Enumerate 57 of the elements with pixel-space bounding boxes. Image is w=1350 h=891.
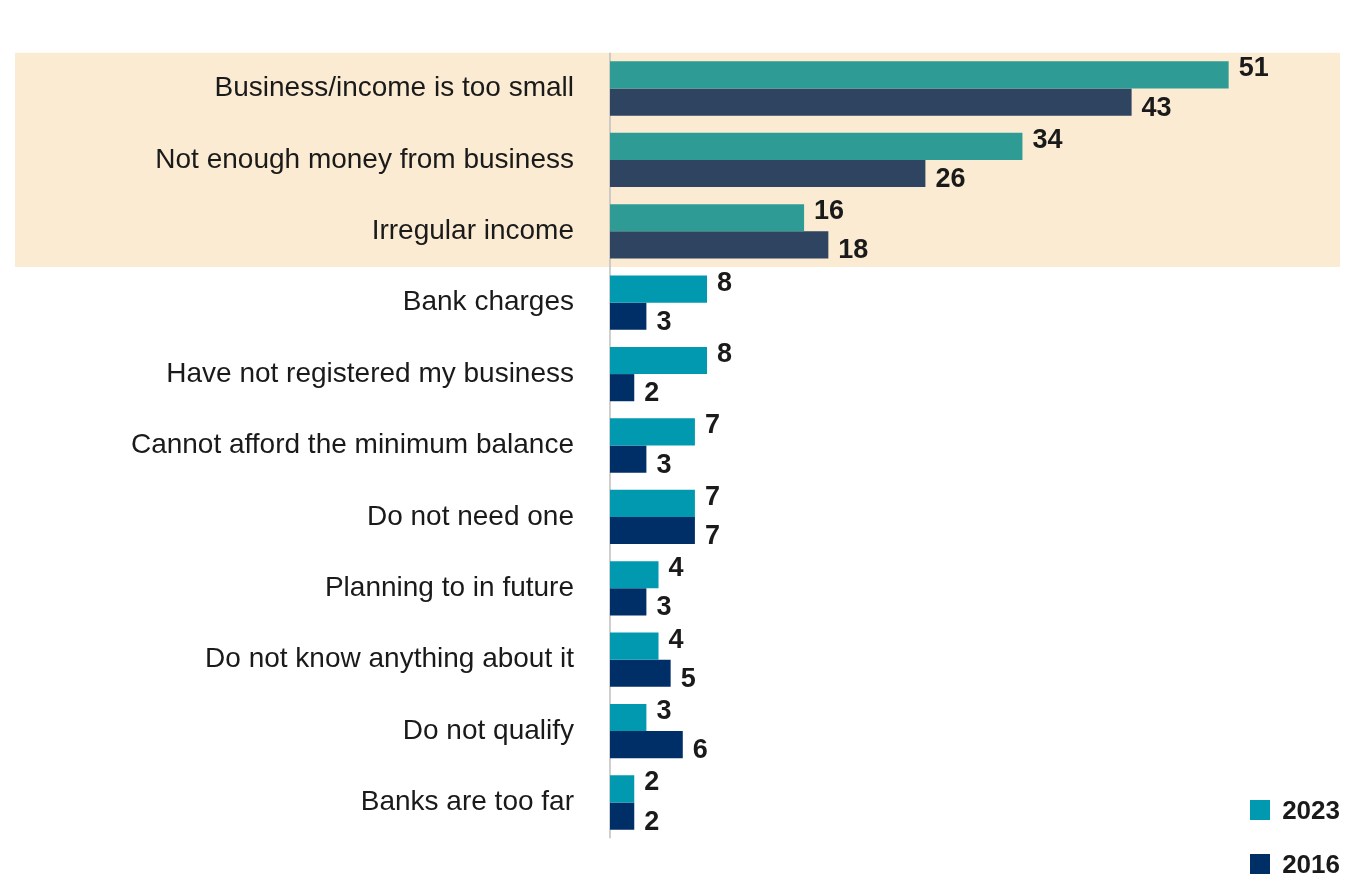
- bar: [610, 418, 695, 446]
- y-tick-label: Irregular income: [371, 214, 574, 246]
- y-tick-label: Bank charges: [402, 285, 574, 317]
- data-label: 8: [717, 266, 733, 297]
- data-label: 3: [656, 305, 672, 336]
- data-label: 2: [644, 377, 660, 408]
- legend-label: 2023: [1281, 793, 1340, 827]
- bar: [610, 588, 647, 616]
- y-tick-label: Not enough money from business: [155, 142, 574, 174]
- bar: [610, 231, 829, 259]
- bar: [610, 88, 1132, 116]
- bar: [610, 374, 635, 402]
- data-label: 7: [704, 480, 720, 511]
- bar: [610, 516, 695, 545]
- bar: [610, 445, 647, 473]
- data-label: 5: [680, 662, 696, 693]
- legend-label: 2016: [1281, 847, 1340, 881]
- data-label: 18: [838, 234, 869, 265]
- data-label: 4: [668, 552, 684, 583]
- bar: [610, 132, 1023, 160]
- bar: [610, 632, 659, 660]
- bar: [610, 204, 805, 232]
- bar: [610, 302, 647, 330]
- y-tick-label: Cannot afford the minimum balance: [130, 428, 574, 460]
- data-label: 16: [814, 195, 845, 226]
- data-label: 7: [704, 409, 720, 440]
- data-label: 2: [644, 805, 660, 836]
- data-label: 26: [935, 162, 966, 193]
- y-tick-label: Do not know anything about it: [205, 642, 575, 674]
- bar: [610, 659, 671, 687]
- y-tick-label: Have not registered my business: [166, 356, 574, 388]
- bar: [610, 489, 695, 517]
- data-label: 34: [1032, 123, 1063, 154]
- data-label: 43: [1141, 91, 1172, 122]
- data-label: 2: [644, 766, 660, 797]
- y-tick-label: Do not need one: [366, 499, 574, 531]
- bar: [610, 346, 708, 375]
- bar: [610, 703, 647, 732]
- y-tick-label: Planning to in future: [324, 571, 574, 603]
- bar: [610, 275, 708, 303]
- data-label: 6: [692, 734, 708, 765]
- data-label: 3: [656, 448, 672, 479]
- bar: [610, 802, 635, 830]
- y-tick-label: Banks are too far: [360, 785, 574, 817]
- data-label: 3: [656, 694, 672, 725]
- data-label: 51: [1238, 52, 1269, 83]
- bar: [610, 731, 683, 759]
- data-label: 3: [656, 591, 672, 622]
- data-label: 4: [668, 623, 684, 654]
- y-tick-label: Do not qualify: [402, 713, 574, 745]
- data-label: 8: [717, 337, 733, 368]
- y-tick-label: Business/income is too small: [214, 71, 574, 103]
- bar: [610, 61, 1229, 89]
- bar: [610, 775, 635, 803]
- data-label: 7: [704, 519, 720, 550]
- bar: [610, 159, 926, 188]
- bar: [610, 561, 659, 589]
